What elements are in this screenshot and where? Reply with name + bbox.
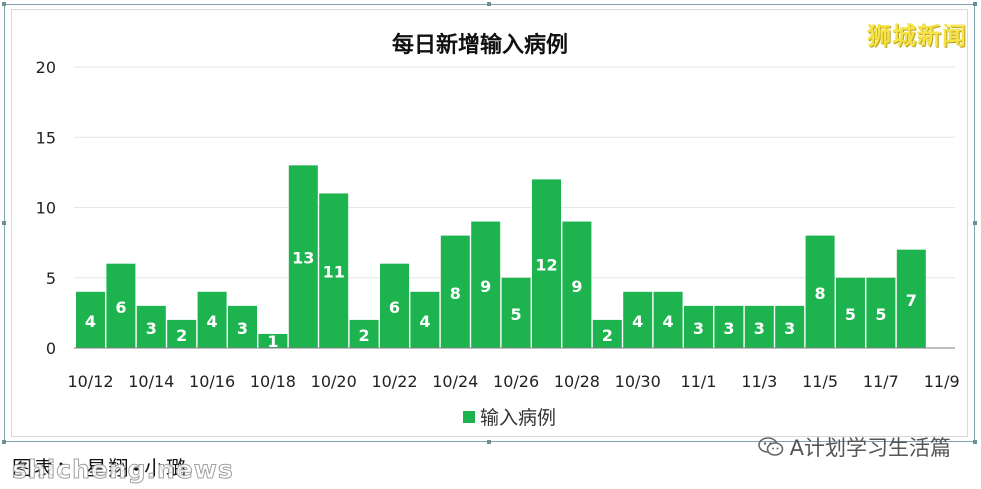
site-watermark: shicheng.news — [12, 455, 234, 485]
x-tick-label: 10/18 — [250, 372, 296, 391]
x-axis-ticks: 10/12 10/14 10/16 10/18 10/20 10/22 10/24 10/26… — [67, 372, 959, 391]
bar-value-label: 3 — [146, 319, 157, 338]
resize-handle-bottom[interactable] — [487, 440, 491, 444]
bar-value-label: 2 — [602, 326, 613, 345]
chart-title: 每日新增输入病例 — [392, 32, 568, 58]
bar-value-label: 2 — [176, 326, 187, 345]
bar-value-label: 4 — [663, 312, 674, 331]
bar-10-17 — [228, 305, 257, 348]
x-tick-label: 10/12 — [67, 372, 113, 391]
bar-value-label: 4 — [85, 312, 96, 331]
bar-10-30 — [623, 291, 653, 348]
bar-10-29 — [592, 319, 622, 348]
resize-handle-top[interactable] — [487, 2, 491, 6]
bar-value-label: 8 — [450, 284, 461, 303]
bar-11-4 — [775, 305, 805, 348]
x-tick-label: 10/24 — [432, 372, 478, 391]
bar-11-8 — [896, 249, 926, 348]
bar-value-label: 13 — [292, 249, 314, 268]
bar-value-label: 3 — [693, 319, 704, 338]
bar-11-2 — [714, 305, 744, 348]
figure-caption: 图表： 星翔•小璐 — [12, 456, 189, 480]
x-tick-label: 11/5 — [802, 372, 838, 391]
bar-11-1 — [684, 305, 713, 348]
brand-logo-text: 狮城新闻 — [867, 22, 967, 50]
bar-value-label: 9 — [480, 277, 491, 296]
y-tick-label: 10 — [36, 199, 56, 218]
wechat-icon — [757, 437, 784, 457]
bar-value-label: 11 — [323, 263, 345, 282]
x-tick-label: 10/20 — [311, 372, 357, 391]
x-tick-label: 11/7 — [863, 372, 899, 391]
bar-10-25 — [471, 221, 501, 348]
x-tick-label: 11/3 — [741, 372, 777, 391]
x-tick-label: 10/16 — [189, 372, 235, 391]
bar-value-label: 5 — [511, 305, 522, 324]
x-tick-label: 10/30 — [615, 372, 661, 391]
bar-value-label: 4 — [419, 312, 430, 331]
bar-10-21 — [349, 319, 379, 348]
account-watermark: A计划学习生活篇 — [757, 432, 951, 462]
bar-10-13 — [106, 263, 136, 348]
bar-10-28 — [562, 221, 592, 348]
bar-10-24 — [440, 235, 470, 348]
bar-value-label: 1 — [267, 332, 278, 351]
bar-value-label: 3 — [784, 319, 795, 338]
bar-10-19 — [288, 165, 318, 348]
legend-swatch — [463, 411, 475, 423]
bar-value-label: 3 — [237, 319, 248, 338]
x-tick-label: 11/9 — [924, 372, 960, 391]
bar-11-3 — [744, 305, 774, 348]
bar-10-16 — [197, 291, 227, 348]
bar-value-label: 4 — [632, 312, 643, 331]
y-tick-label: 5 — [46, 269, 56, 288]
account-name: A计划学习生活篇 — [789, 436, 951, 460]
bar-11-5 — [805, 235, 835, 348]
legend: 输入病例 — [463, 407, 556, 429]
y-tick-label: 20 — [36, 58, 56, 77]
resize-handle-right[interactable] — [973, 221, 977, 225]
bar-value-label: 6 — [389, 298, 400, 317]
resize-handle-top-left[interactable] — [2, 2, 6, 6]
x-tick-label: 11/1 — [681, 372, 717, 391]
bar-value-label: 7 — [906, 291, 917, 310]
bar-11-7 — [866, 277, 896, 348]
bar-value-label: 3 — [754, 319, 765, 338]
bar-value-label: 2 — [359, 326, 370, 345]
bar-value-label: 5 — [845, 305, 856, 324]
bar-value-label: 4 — [207, 312, 218, 331]
x-tick-label: 10/14 — [128, 372, 174, 391]
bar-10-26 — [501, 277, 531, 348]
bar-10-15 — [167, 319, 197, 348]
legend-label: 输入病例 — [480, 407, 556, 429]
resize-handle-bottom-right[interactable] — [973, 440, 977, 444]
x-tick-label: 10/28 — [554, 372, 600, 391]
bar-value-label: 9 — [571, 277, 582, 296]
resize-handle-top-right[interactable] — [973, 2, 977, 6]
chart-inner-border — [11, 9, 968, 437]
y-tick-label: 0 — [46, 339, 56, 358]
resize-handle-left[interactable] — [2, 221, 6, 225]
bar-10-27 — [532, 179, 561, 348]
bar-value-label: 8 — [815, 284, 826, 303]
bar-10-31 — [653, 291, 683, 348]
bar-10-20 — [319, 193, 349, 348]
bar-value-label: 6 — [115, 298, 126, 317]
y-axis-ticks: 0 5 10 15 20 — [36, 58, 56, 358]
x-tick-label: 10/22 — [371, 372, 417, 391]
bar-value-label: 5 — [875, 305, 886, 324]
bar-10-18 — [258, 333, 288, 348]
bar-10-23 — [410, 291, 440, 348]
x-tick-label: 10/26 — [493, 372, 539, 391]
bar-value-label: 12 — [535, 256, 557, 275]
bar-10-22 — [380, 263, 409, 348]
bar-10-14 — [136, 305, 166, 348]
y-tick-label: 15 — [36, 128, 56, 147]
bar-value-label: 3 — [723, 319, 734, 338]
resize-handle-bottom-left[interactable] — [2, 440, 6, 444]
bar-10-12 — [76, 291, 105, 348]
bar-11-6 — [836, 277, 865, 348]
